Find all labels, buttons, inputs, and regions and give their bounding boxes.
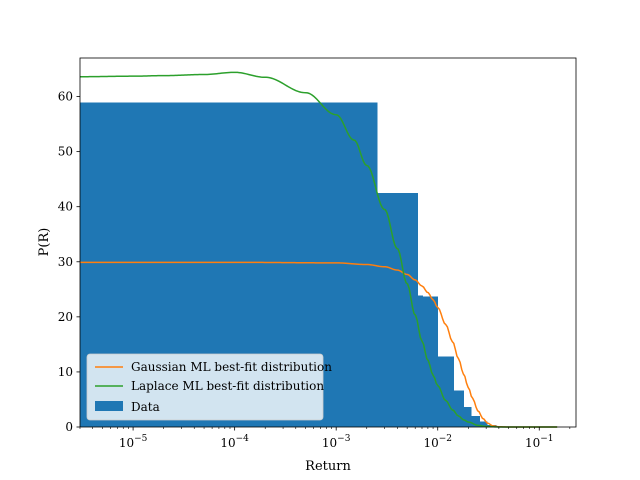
x-axis-ticks: 10−5 10−4 10−3 10−2 10−1 — [79, 427, 571, 450]
histogram-bar-2 — [418, 295, 424, 427]
fit-lines — [79, 71, 558, 428]
y-tick-label-3: 30 — [58, 255, 73, 269]
histogram-bar-1 — [377, 192, 419, 427]
y-tick-label-6: 60 — [58, 90, 73, 104]
legend: Gaussian ML best-fit distribution Laplac… — [86, 353, 332, 421]
x-tick-label-4: 10−1 — [525, 434, 554, 450]
histogram-bar-6 — [464, 407, 472, 427]
y-tick-label-5: 50 — [58, 145, 73, 159]
y-axis-ticks: 0 10 20 30 40 50 60 — [58, 90, 80, 434]
legend-data-swatch — [95, 401, 123, 411]
legend-laplace-label: Laplace ML best-fit distribution — [131, 379, 324, 393]
histogram-bar-3 — [423, 296, 439, 427]
x-tick-label-2: 10−3 — [322, 434, 351, 450]
x-tick-label-0: 10−5 — [119, 434, 148, 450]
y-axis-label: P(R) — [37, 228, 52, 257]
x-axis-label: Return — [305, 459, 351, 474]
plot-frame — [79, 57, 577, 428]
x-tick-label-1: 10−4 — [220, 434, 249, 450]
laplace-fit-line — [79, 71, 558, 428]
gaussian-fit-line — [80, 261, 558, 428]
y-tick-label-1: 10 — [58, 365, 73, 379]
y-tick-label-2: 20 — [58, 310, 73, 324]
histogram-bar-7 — [471, 415, 480, 427]
y-tick-label-4: 40 — [58, 200, 73, 214]
legend-data-label: Data — [131, 400, 160, 414]
legend-box — [86, 353, 324, 421]
histogram-bar-8 — [479, 421, 488, 427]
histogram-bar-5 — [453, 390, 465, 427]
y-tick-label-0: 0 — [65, 420, 73, 434]
histogram-bar-4 — [438, 356, 454, 427]
legend-gaussian-label: Gaussian ML best-fit distribution — [131, 360, 332, 374]
x-tick-label-3: 10−2 — [423, 434, 452, 450]
